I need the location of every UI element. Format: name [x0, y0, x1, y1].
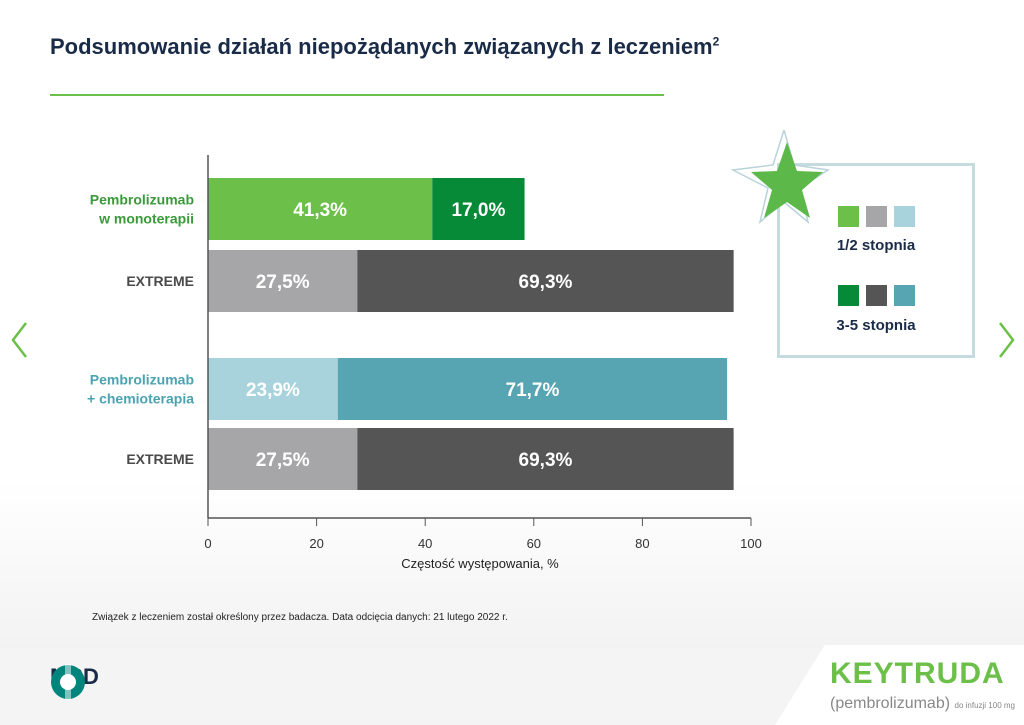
data-label: 17,0% — [451, 200, 505, 221]
chevron-right-icon — [999, 322, 1015, 358]
legend-swatch — [894, 206, 915, 227]
footnote: Związek z leczeniem został określony prz… — [92, 612, 508, 623]
bar-segment — [337, 358, 728, 420]
x-tick-label: 60 — [527, 536, 541, 551]
prev-slide-button[interactable] — [8, 320, 32, 360]
legend-label-grade-1-2: 1/2 stopnia — [836, 237, 916, 254]
data-label: 27,5% — [256, 450, 310, 471]
legend-swatch — [866, 206, 887, 227]
msd-logo: MSD — [50, 664, 99, 700]
data-label: 69,3% — [519, 272, 573, 293]
legend-swatch — [838, 285, 859, 306]
data-label: 69,3% — [519, 450, 573, 471]
bar-segment — [208, 250, 358, 312]
bar-segment — [208, 358, 338, 420]
legend-swatch — [838, 206, 859, 227]
bar-segment — [357, 250, 734, 312]
bar-segment — [208, 428, 358, 490]
category-label: Pembrolizumab — [90, 372, 194, 388]
x-tick-label: 100 — [740, 536, 762, 551]
data-label: 27,5% — [256, 272, 310, 293]
category-label: + chemioterapia — [87, 391, 194, 407]
legend: 1/2 stopnia 3-5 stopnia — [777, 163, 975, 358]
category-label: EXTREME — [126, 273, 194, 289]
category-label: Pembrolizumab — [90, 192, 194, 208]
chevron-left-icon — [11, 322, 27, 358]
bar-segment — [357, 428, 734, 490]
legend-label-grade-3-5: 3-5 stopnia — [836, 317, 916, 334]
legend-swatch — [894, 285, 915, 306]
data-label: 23,9% — [246, 380, 300, 401]
title-divider — [50, 94, 664, 96]
star-icon — [730, 130, 830, 225]
data-label: 71,7% — [506, 380, 560, 401]
bar-segment — [208, 178, 433, 240]
page-title: Podsumowanie działań niepożądanych związ… — [50, 34, 720, 59]
x-tick-label: 40 — [418, 536, 432, 551]
data-label: 41,3% — [293, 200, 347, 221]
x-tick-label: 20 — [309, 536, 323, 551]
bar-segment — [432, 178, 525, 240]
x-axis-title: Częstość występowania, % — [401, 556, 559, 571]
x-tick-label: 0 — [204, 536, 211, 551]
legend-swatch — [866, 285, 887, 306]
x-tick-label: 80 — [635, 536, 649, 551]
next-slide-button[interactable] — [994, 320, 1018, 360]
bar-chart: 41,3% 17,0% Pembrolizumab w monoterapii 27,5… — [87, 155, 762, 571]
category-label: EXTREME — [126, 451, 194, 467]
category-label: w monoterapii — [98, 211, 194, 227]
msd-logo-icon — [51, 664, 85, 700]
